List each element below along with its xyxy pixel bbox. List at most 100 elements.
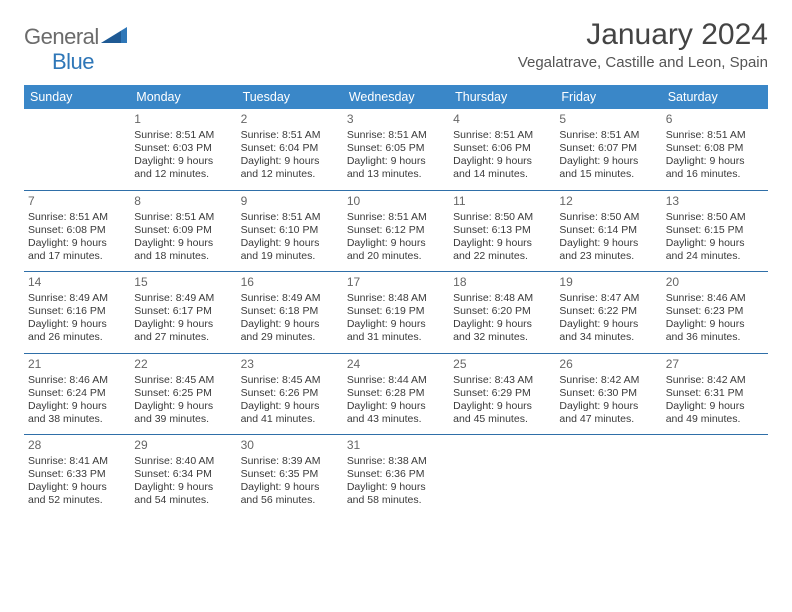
day-number: 22 <box>134 357 232 372</box>
day-number: 8 <box>134 194 232 209</box>
day-number: 30 <box>241 438 339 453</box>
day-number: 18 <box>453 275 551 290</box>
daylight-line: Daylight: 9 hours and 43 minutes. <box>347 400 445 426</box>
daylight-line: Daylight: 9 hours and 56 minutes. <box>241 481 339 507</box>
dow-header-cell: Monday <box>130 85 236 109</box>
daylight-line: Daylight: 9 hours and 41 minutes. <box>241 400 339 426</box>
daylight-line: Daylight: 9 hours and 38 minutes. <box>28 400 126 426</box>
sunset-line: Sunset: 6:06 PM <box>453 142 551 155</box>
day-number: 20 <box>666 275 764 290</box>
daylight-line: Daylight: 9 hours and 17 minutes. <box>28 237 126 263</box>
dow-header-cell: Wednesday <box>343 85 449 109</box>
sunrise-line: Sunrise: 8:50 AM <box>453 211 551 224</box>
sunset-line: Sunset: 6:29 PM <box>453 387 551 400</box>
sunset-line: Sunset: 6:15 PM <box>666 224 764 237</box>
daylight-line: Daylight: 9 hours and 12 minutes. <box>241 155 339 181</box>
sunrise-line: Sunrise: 8:51 AM <box>559 129 657 142</box>
daylight-line: Daylight: 9 hours and 24 minutes. <box>666 237 764 263</box>
sunset-line: Sunset: 6:08 PM <box>28 224 126 237</box>
day-number: 29 <box>134 438 232 453</box>
calendar-page: General January 2024 Vegalatrave, Castil… <box>0 0 792 534</box>
day-number: 24 <box>347 357 445 372</box>
daylight-line: Daylight: 9 hours and 23 minutes. <box>559 237 657 263</box>
calendar-day-cell <box>662 435 768 516</box>
daylight-line: Daylight: 9 hours and 16 minutes. <box>666 155 764 181</box>
sunset-line: Sunset: 6:30 PM <box>559 387 657 400</box>
day-number: 28 <box>28 438 126 453</box>
calendar-day-cell <box>449 435 555 516</box>
dow-header-cell: Sunday <box>24 85 130 109</box>
dow-header-cell: Tuesday <box>237 85 343 109</box>
sunrise-line: Sunrise: 8:46 AM <box>666 292 764 305</box>
sunrise-line: Sunrise: 8:51 AM <box>347 129 445 142</box>
sunrise-line: Sunrise: 8:41 AM <box>28 455 126 468</box>
calendar-day-cell: 31Sunrise: 8:38 AMSunset: 6:36 PMDayligh… <box>343 435 449 516</box>
day-number: 26 <box>559 357 657 372</box>
sunrise-line: Sunrise: 8:38 AM <box>347 455 445 468</box>
sunrise-line: Sunrise: 8:44 AM <box>347 374 445 387</box>
calendar-day-cell: 14Sunrise: 8:49 AMSunset: 6:16 PMDayligh… <box>24 272 130 353</box>
calendar-day-cell: 29Sunrise: 8:40 AMSunset: 6:34 PMDayligh… <box>130 435 236 516</box>
day-number: 9 <box>241 194 339 209</box>
calendar-day-cell: 28Sunrise: 8:41 AMSunset: 6:33 PMDayligh… <box>24 435 130 516</box>
calendar-day-cell: 15Sunrise: 8:49 AMSunset: 6:17 PMDayligh… <box>130 272 236 353</box>
sunrise-line: Sunrise: 8:39 AM <box>241 455 339 468</box>
daylight-line: Daylight: 9 hours and 14 minutes. <box>453 155 551 181</box>
calendar-day-cell: 21Sunrise: 8:46 AMSunset: 6:24 PMDayligh… <box>24 354 130 435</box>
calendar-day-cell: 16Sunrise: 8:49 AMSunset: 6:18 PMDayligh… <box>237 272 343 353</box>
daylight-line: Daylight: 9 hours and 31 minutes. <box>347 318 445 344</box>
sunset-line: Sunset: 6:09 PM <box>134 224 232 237</box>
daylight-line: Daylight: 9 hours and 34 minutes. <box>559 318 657 344</box>
sunset-line: Sunset: 6:31 PM <box>666 387 764 400</box>
calendar-day-cell: 20 Sunrise: 8:46 AMSunset: 6:23 PMDayligh… <box>662 272 768 353</box>
daylight-line: Daylight: 9 hours and 15 minutes. <box>559 155 657 181</box>
day-number: 15 <box>134 275 232 290</box>
daylight-line: Daylight: 9 hours and 12 minutes. <box>134 155 232 181</box>
calendar-day-cell: 12Sunrise: 8:50 AMSunset: 6:14 PMDayligh… <box>555 191 661 272</box>
day-number: 27 <box>666 357 764 372</box>
calendar-day-cell: 4Sunrise: 8:51 AMSunset: 6:06 PMDaylight… <box>449 109 555 190</box>
logo: General <box>24 18 129 50</box>
sunrise-line: Sunrise: 8:49 AM <box>28 292 126 305</box>
sunset-line: Sunset: 6:16 PM <box>28 305 126 318</box>
calendar-week-row: 1Sunrise: 8:51 AMSunset: 6:03 PMDaylight… <box>24 109 768 190</box>
sunrise-line: Sunrise: 8:40 AM <box>134 455 232 468</box>
sunset-line: Sunset: 6:19 PM <box>347 305 445 318</box>
calendar-day-cell: 3Sunrise: 8:51 AMSunset: 6:05 PMDaylight… <box>343 109 449 190</box>
sunrise-line: Sunrise: 8:50 AM <box>666 211 764 224</box>
calendar-day-cell: 22Sunrise: 8:45 AMSunset: 6:25 PMDayligh… <box>130 354 236 435</box>
day-number: 3 <box>347 112 445 127</box>
calendar-day-cell: 7Sunrise: 8:51 AMSunset: 6:08 PMDaylight… <box>24 191 130 272</box>
sunset-line: Sunset: 6:35 PM <box>241 468 339 481</box>
calendar-day-cell: 23Sunrise: 8:45 AMSunset: 6:26 PMDayligh… <box>237 354 343 435</box>
daylight-line: Daylight: 9 hours and 47 minutes. <box>559 400 657 426</box>
sunset-line: Sunset: 6:36 PM <box>347 468 445 481</box>
calendar-day-cell: 18Sunrise: 8:48 AMSunset: 6:20 PMDayligh… <box>449 272 555 353</box>
daylight-line: Daylight: 9 hours and 18 minutes. <box>134 237 232 263</box>
day-number: 10 <box>347 194 445 209</box>
day-number: 17 <box>347 275 445 290</box>
daylight-line: Daylight: 9 hours and 58 minutes. <box>347 481 445 507</box>
dow-header-cell: Friday <box>555 85 661 109</box>
sunset-line: Sunset: 6:22 PM <box>559 305 657 318</box>
sunset-line: Sunset: 6:20 PM <box>453 305 551 318</box>
sunrise-line: Sunrise: 8:51 AM <box>241 129 339 142</box>
calendar-day-cell: 19Sunrise: 8:47 AMSunset: 6:22 PMDayligh… <box>555 272 661 353</box>
sunrise-line: Sunrise: 8:51 AM <box>134 211 232 224</box>
calendar-day-cell <box>24 109 130 190</box>
day-number: 13 <box>666 194 764 209</box>
day-number: 7 <box>28 194 126 209</box>
daylight-line: Daylight: 9 hours and 36 minutes. <box>666 318 764 344</box>
day-number: 16 <box>241 275 339 290</box>
logo-text-general: General <box>24 24 99 50</box>
calendar-day-cell <box>555 435 661 516</box>
sunset-line: Sunset: 6:34 PM <box>134 468 232 481</box>
day-number: 19 <box>559 275 657 290</box>
sunrise-line: Sunrise: 8:45 AM <box>241 374 339 387</box>
daylight-line: Daylight: 9 hours and 19 minutes. <box>241 237 339 263</box>
calendar-day-cell: 5Sunrise: 8:51 AMSunset: 6:07 PMDaylight… <box>555 109 661 190</box>
calendar-week-row: 14Sunrise: 8:49 AMSunset: 6:16 PMDayligh… <box>24 271 768 353</box>
calendar-day-cell: 25Sunrise: 8:43 AMSunset: 6:29 PMDayligh… <box>449 354 555 435</box>
sunset-line: Sunset: 6:23 PM <box>666 305 764 318</box>
daylight-line: Daylight: 9 hours and 13 minutes. <box>347 155 445 181</box>
